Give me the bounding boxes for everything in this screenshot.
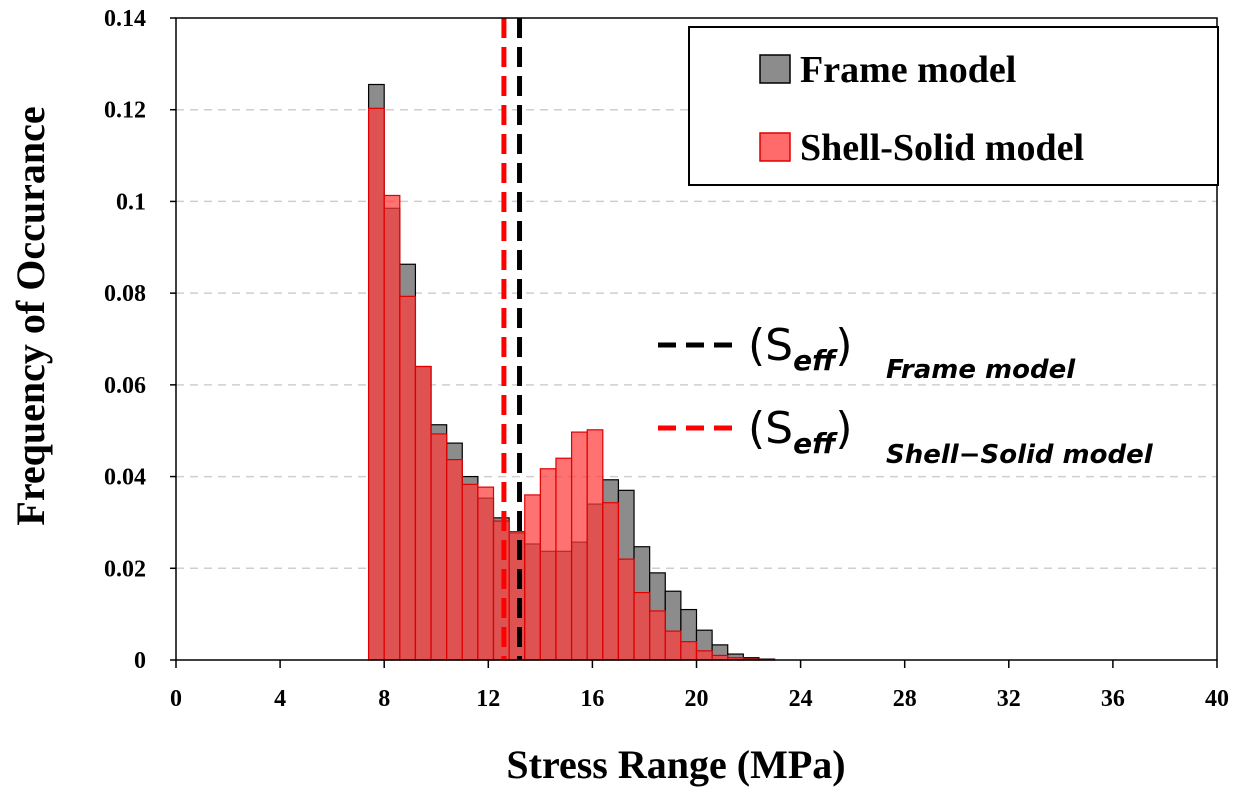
annotation-frame-symbol: (Seff) <box>748 320 853 377</box>
annotation-shell-subscript: Shell−Solid model <box>886 440 1154 470</box>
x-tick-label: 16 <box>580 686 604 712</box>
bar <box>555 457 573 661</box>
bar <box>586 429 604 661</box>
bar <box>414 365 432 661</box>
y-tick-label: 0.14 <box>104 6 146 32</box>
x-tick-label: 32 <box>997 686 1021 712</box>
y-tick-label: 0 <box>134 648 146 674</box>
annotation-frame-model-seff: (Seff) Frame model <box>658 320 1076 385</box>
bar <box>664 630 682 661</box>
bar <box>633 591 651 661</box>
bar <box>617 558 635 661</box>
bar <box>446 459 463 661</box>
bar <box>649 610 666 661</box>
bar <box>602 502 620 661</box>
legend-swatch-shell-solid-model <box>759 132 791 162</box>
bar <box>430 433 448 661</box>
y-axis-ticks: 0 0.02 0.04 0.06 0.08 0.1 0.12 0.14 <box>104 6 176 674</box>
bar <box>680 641 698 661</box>
bar <box>492 520 510 661</box>
legend-swatch-frame-model <box>759 54 791 84</box>
x-tick-label: 8 <box>378 686 390 712</box>
x-tick-label: 28 <box>893 686 917 712</box>
bar <box>524 494 541 661</box>
bar <box>539 468 557 661</box>
annotation-frame-subscript: Frame model <box>886 355 1076 385</box>
y-tick-label: 0.02 <box>104 556 146 582</box>
x-tick-label: 40 <box>1205 686 1229 712</box>
annotation-shell-symbol: (Seff) <box>748 403 853 460</box>
x-tick-label: 24 <box>789 686 813 712</box>
bar <box>508 530 526 661</box>
y-tick-label: 0.1 <box>116 189 146 215</box>
y-tick-label: 0.12 <box>104 98 146 124</box>
bar <box>477 486 495 661</box>
bar <box>367 107 385 661</box>
bar <box>570 431 588 661</box>
legend-label-frame-model: Frame model <box>800 49 1016 91</box>
legend-box <box>688 26 1219 186</box>
x-axis-title: Stress Range (MPa) <box>506 742 845 787</box>
x-tick-label: 0 <box>170 686 182 712</box>
x-tick-label: 36 <box>1101 686 1125 712</box>
x-tick-label: 12 <box>476 686 500 712</box>
annotation-shell-solid-model-seff: (Seff) Shell−Solid model <box>658 403 1154 470</box>
y-tick-label: 0.06 <box>104 373 146 399</box>
bar <box>461 483 479 661</box>
bar <box>695 650 713 661</box>
effective-stress-lines <box>501 18 523 660</box>
x-tick-label: 20 <box>685 686 709 712</box>
legend-label-shell-solid-model: Shell-Solid model <box>800 127 1084 169</box>
y-tick-label: 0.08 <box>104 281 146 307</box>
legend: Frame model Shell-Solid model <box>688 26 1219 186</box>
y-tick-label: 0.04 <box>104 465 146 491</box>
x-tick-label: 4 <box>274 686 286 712</box>
bar <box>399 295 417 661</box>
bar <box>383 194 401 661</box>
x-axis-ticks: 0 4 8 12 16 20 24 28 32 36 40 <box>170 660 1229 712</box>
y-axis-title: Frequency of Occurance <box>8 106 53 525</box>
